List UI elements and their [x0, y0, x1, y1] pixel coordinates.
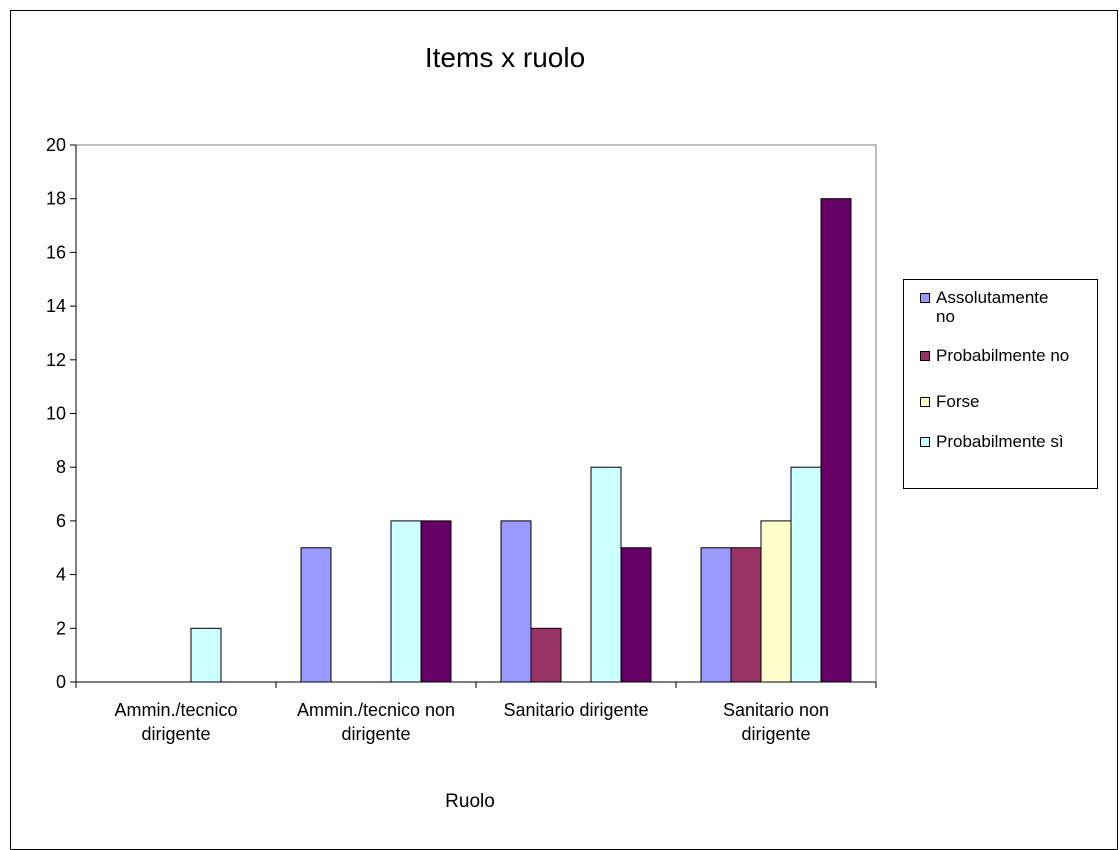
bar [530, 627, 562, 683]
legend-swatch [920, 293, 930, 303]
bar [760, 520, 792, 683]
legend-label: Assolutamente no [936, 288, 1096, 326]
bar [730, 547, 762, 683]
x-tick-label: Sanitario non dirigente [676, 698, 876, 746]
legend-swatch [920, 397, 930, 407]
legend-label-line: Probabilmente sì [936, 432, 1064, 451]
x-tick-label: Sanitario dirigente [476, 698, 676, 722]
y-tick-label: 10 [46, 404, 66, 424]
y-tick-label: 16 [46, 242, 66, 262]
bar [620, 547, 652, 683]
legend-label-line: Probabilmente no [936, 346, 1070, 365]
x-axis-title: Ruolo [445, 791, 495, 812]
chart-title: Items x ruolo [424, 42, 586, 73]
bar [390, 520, 422, 683]
y-tick-label: 18 [46, 189, 66, 209]
legend-label-line: no [936, 307, 955, 326]
y-tick-label: 6 [56, 511, 66, 531]
x-tick-label-line: Ammin./tecnico non [296, 700, 456, 720]
legend-label: Probabilmente no [936, 346, 1096, 365]
x-tick-label-line: Ammin./tecnico [114, 700, 238, 720]
x-tick-label-line: Sanitario non [722, 700, 830, 720]
y-tick-label: 2 [56, 618, 66, 638]
bar [700, 547, 732, 683]
legend: Assolutamente no Probabilmente no Forse Prob… [903, 279, 1098, 489]
x-tick-label-line: dirigente [141, 724, 211, 744]
x-tick-label-line: dirigente [741, 724, 811, 744]
bar [190, 627, 222, 683]
x-tick-label: Ammin./tecnico dirigente [76, 698, 276, 746]
x-tick-label: Ammin./tecnico non dirigente [276, 698, 476, 746]
legend-label-line: Assolutamente [936, 288, 1049, 307]
chart-plot: 0 2 4 6 8 10 12 14 16 18 20 [46, 135, 877, 692]
y-tick-label: 12 [46, 350, 66, 370]
legend-label: Forse [936, 392, 1096, 411]
y-tick-label: 8 [56, 457, 66, 477]
x-tick-label-line: Sanitario dirigente [503, 700, 649, 720]
legend-swatch [920, 437, 930, 447]
legend-label-line: Forse [936, 392, 980, 411]
x-tick-label-line: dirigente [341, 724, 411, 744]
bar [790, 466, 822, 683]
bar [590, 466, 622, 683]
bar [300, 547, 332, 683]
bar [820, 198, 852, 683]
y-tick-label: 14 [46, 296, 66, 316]
y-tick-label: 20 [46, 135, 66, 155]
y-tick-label: 0 [56, 672, 66, 692]
legend-swatch [920, 351, 930, 361]
y-tick-label: 4 [56, 565, 66, 585]
bar [500, 520, 532, 683]
legend-label: Probabilmente sì [936, 432, 1096, 451]
bar [420, 520, 452, 683]
